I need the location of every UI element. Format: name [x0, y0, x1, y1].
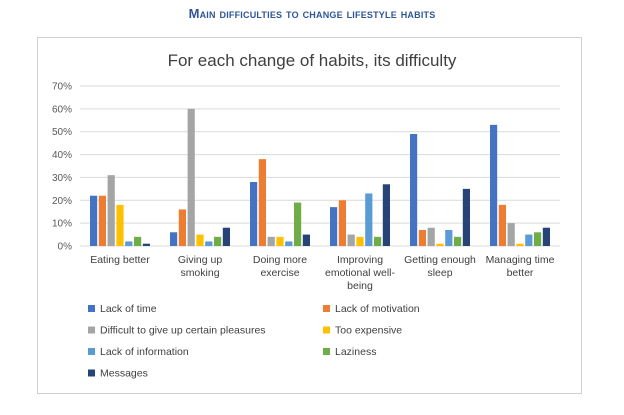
bar	[196, 234, 204, 246]
bar	[382, 184, 390, 246]
legend-swatch	[323, 326, 330, 334]
bar	[170, 232, 178, 246]
x-category-label: Managing time better	[486, 254, 555, 279]
bar	[454, 236, 462, 246]
bar	[445, 230, 453, 246]
legend-swatch	[88, 326, 95, 334]
x-category-label: Giving up smoking	[178, 254, 223, 279]
x-category-label-line: Improving	[337, 254, 383, 266]
y-tick-label: 30%	[52, 173, 72, 184]
bar	[267, 236, 275, 246]
bar	[507, 223, 515, 246]
y-tick-label: 40%	[52, 150, 72, 161]
chart-title: For each change of habits, its difficult…	[167, 51, 457, 70]
x-category-label-line: emotional well-	[325, 267, 396, 279]
bar	[490, 124, 498, 246]
bar	[365, 193, 373, 246]
x-category-label-line: Doing more	[253, 254, 307, 266]
bar	[418, 230, 426, 246]
y-tick-label: 70%	[52, 82, 72, 93]
bar	[525, 234, 533, 246]
legend-swatch	[88, 348, 95, 355]
bar	[516, 243, 524, 246]
x-category-label: Eating better	[90, 254, 150, 266]
legend-label: Lack of motivation	[335, 303, 420, 315]
legend-label: Laziness	[335, 346, 376, 358]
legend-swatch	[323, 305, 330, 312]
bar	[214, 236, 222, 246]
y-tick-label: 50%	[52, 127, 72, 138]
legend-label: Lack of information	[100, 346, 189, 358]
y-tick-label: 10%	[52, 219, 72, 230]
bar	[178, 209, 186, 246]
x-category-label-line: sleep	[427, 267, 452, 279]
bar	[410, 134, 418, 246]
bar	[534, 232, 542, 246]
bar	[90, 195, 98, 246]
bar	[498, 204, 506, 246]
bar	[125, 241, 133, 246]
x-category-label-line: Eating better	[90, 254, 150, 266]
bar	[107, 175, 115, 246]
bar	[347, 234, 355, 246]
bar	[356, 236, 364, 246]
legend-swatch	[323, 348, 330, 355]
bar	[142, 243, 150, 246]
x-category-label-line: Getting enough	[404, 254, 476, 266]
legend-swatch	[88, 305, 95, 312]
legend-label: Too expensive	[335, 325, 402, 337]
x-category-label-line: smoking	[180, 267, 219, 279]
bar	[374, 236, 382, 246]
bar	[285, 241, 293, 246]
bar	[462, 188, 470, 246]
x-category-label-line: being	[347, 280, 373, 292]
bar	[302, 234, 310, 246]
legend-label: Messages	[100, 368, 148, 380]
bar	[338, 200, 346, 246]
x-category-label-line: Managing time	[486, 254, 555, 266]
bar	[258, 159, 266, 246]
page-title: Main difficulties to change lifestyle ha…	[188, 6, 436, 21]
bar	[134, 236, 142, 246]
legend-label: Lack of time	[100, 303, 157, 315]
x-category-label-line: better	[507, 267, 534, 279]
bar	[116, 204, 124, 246]
x-category-label-line: Giving up	[178, 254, 223, 266]
legend-label: Difficult to give up certain pleasures	[100, 325, 266, 337]
bar	[98, 195, 106, 246]
x-category-label: Improving emotional well-being	[325, 254, 396, 292]
bar	[222, 227, 230, 246]
bar	[542, 227, 550, 246]
legend-swatch	[88, 369, 95, 377]
bar	[205, 241, 213, 246]
y-tick-label: 0%	[58, 242, 73, 253]
bar	[427, 227, 435, 246]
bar	[276, 236, 284, 246]
x-category-label: Getting enough sleep	[404, 254, 476, 279]
y-tick-label: 60%	[52, 104, 72, 115]
x-category-label-line: exercise	[260, 267, 299, 279]
bar	[330, 207, 338, 246]
bar	[250, 182, 258, 246]
y-tick-label: 20%	[52, 196, 72, 207]
bar	[187, 108, 195, 246]
bar	[436, 243, 444, 246]
bar	[294, 202, 302, 246]
x-category-label: Doing more exercise	[253, 254, 307, 279]
